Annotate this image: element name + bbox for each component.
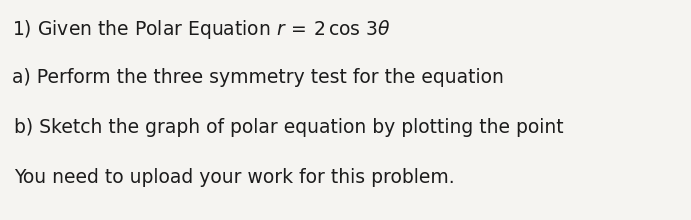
- Text: You need to upload your work for this problem.: You need to upload your work for this pr…: [14, 168, 455, 187]
- Text: a) Perform the three symmetry test for the equation: a) Perform the three symmetry test for t…: [12, 68, 504, 87]
- Text: b) Sketch the graph of polar equation by plotting the point: b) Sketch the graph of polar equation by…: [14, 118, 564, 137]
- Text: 1) Given the Polar Equation $r\,{=}\,2\,\cos\,3\theta$: 1) Given the Polar Equation $r\,{=}\,2\,…: [12, 18, 390, 41]
